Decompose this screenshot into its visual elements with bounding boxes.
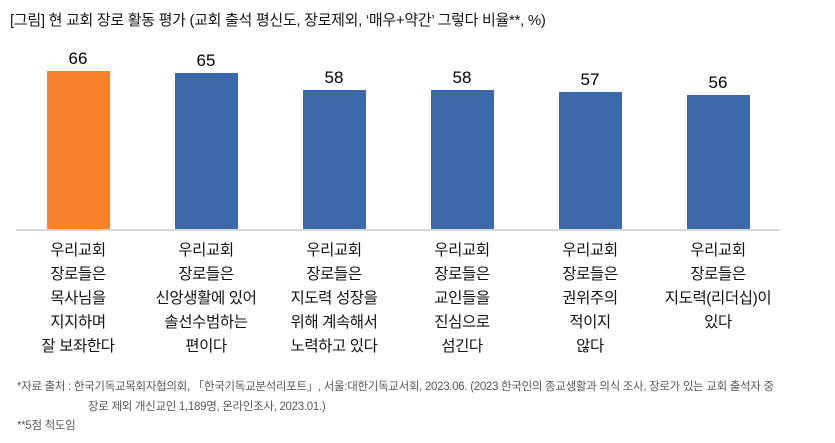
bar (302, 89, 366, 229)
bar-chart-plot-area: 66 65 58 58 57 56 (14, 50, 782, 229)
bar-group-2: 65 (142, 52, 270, 229)
bar (558, 92, 622, 229)
bar-value-label: 56 (708, 72, 728, 92)
footnote-line-1: *자료 출처 : 한국기독교목회자협의회, 「한국기독교분석리포트」, 서울:대… (17, 381, 774, 393)
bar-value-label: 66 (68, 48, 88, 68)
bar-value-label: 57 (580, 70, 600, 90)
category-label-1: 우리교회 장로들은 목사님을 지지하며 잘 보좌한다 (41, 242, 115, 355)
category-labels-row: 우리교회 장로들은 목사님을 지지하며 잘 보좌한다 우리교회 장로들은 신앙생… (14, 239, 782, 359)
chart-title: [그림] 현 교회 장로 활동 평가 (교회 출석 평신도, 장로제외, ‘매우… (10, 12, 546, 29)
bar-value-label: 58 (324, 67, 344, 87)
category-label-3: 우리교회 장로들은 지도력 성장을 위해 계속해서 노력하고 있다 (290, 242, 378, 355)
source-footnote: *자료 출처 : 한국기독교목회자협의회, 「한국기독교분석리포트」, 서울:대… (17, 378, 774, 437)
footnote-line-2: 장로 제외 개신교인 1,189명, 온라인조사, 2023.01.) (88, 400, 326, 413)
category-label-2: 우리교회 장로들은 신앙생활에 있어 솔선수범하는 편이다 (155, 242, 257, 355)
bar-group-5: 57 (526, 71, 654, 229)
bar-group-4: 58 (398, 69, 526, 229)
bar (430, 89, 494, 229)
bar (686, 94, 750, 229)
bar (46, 70, 110, 229)
bar-group-1: 66 (14, 50, 142, 229)
x-axis-line (16, 229, 780, 231)
bar-value-label: 65 (196, 51, 216, 70)
bar-group-6: 56 (654, 74, 782, 229)
category-label-4: 우리교회 장로들은 교인들을 진심으로 섬긴다 (434, 242, 490, 355)
bar-value-label: 58 (452, 67, 472, 87)
category-label-5: 우리교회 장로들은 권위주의 적이지 않다 (562, 242, 618, 355)
footnote-line-3: **5점 척도임 (17, 420, 76, 432)
bar (174, 73, 238, 229)
bar-group-3: 58 (270, 69, 398, 229)
category-label-6: 우리교회 장로들은 지도력(리더십)이 있다 (664, 242, 772, 331)
